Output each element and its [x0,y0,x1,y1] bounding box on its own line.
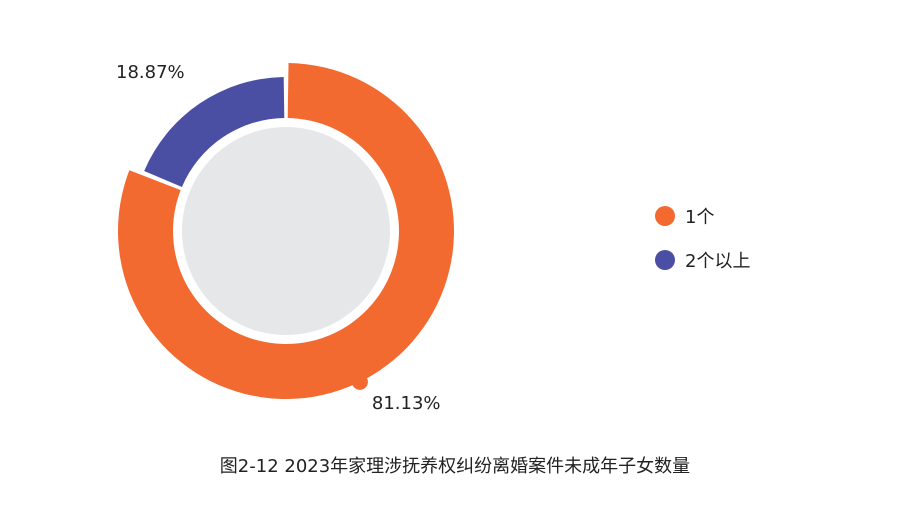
donut-slice-2 [144,77,285,187]
legend-label-2: 2个以上 [685,251,751,272]
data-label-2: 18.87% [116,62,185,83]
legend-swatch-1 [655,206,675,226]
chart-caption: 图2-12 2023年家理涉抚养权纠纷离婚案件未成年子女数量 [219,456,691,477]
data-label-1: 81.13% [372,393,441,414]
donut-slice-1 [117,63,455,400]
legend-item-2: 2个以上 [655,247,750,273]
label-marker-1 [351,373,368,390]
donut-center-disc [182,127,390,335]
legend-swatch-2 [655,250,675,270]
legend-item-1: 1个 [655,203,714,229]
legend-label-1: 1个 [685,207,715,228]
label-marker-2 [229,87,246,104]
